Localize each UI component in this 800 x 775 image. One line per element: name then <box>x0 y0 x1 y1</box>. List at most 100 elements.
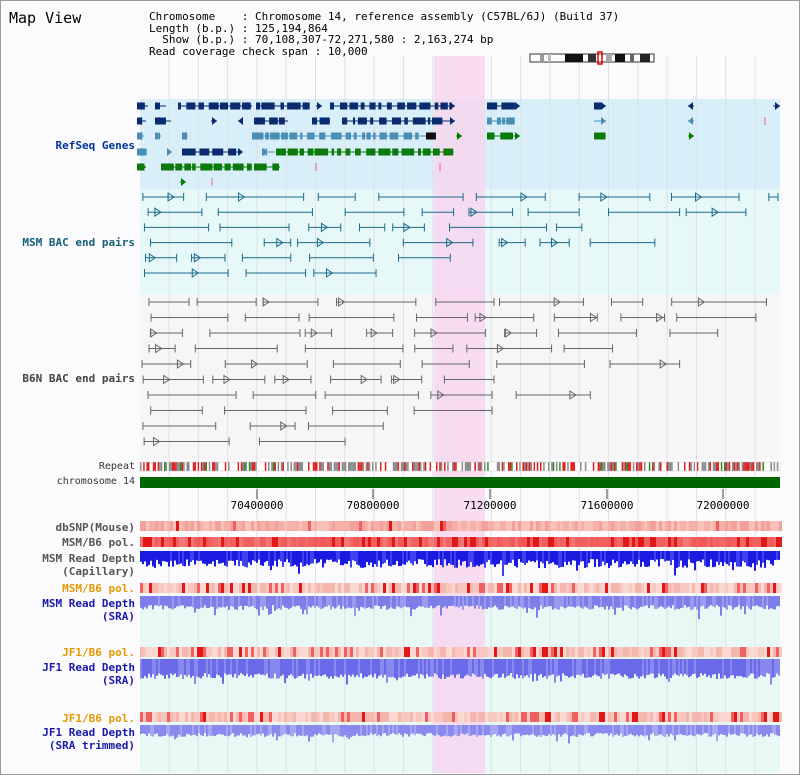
repeat-track-label[interactable]: Repeat <box>98 461 135 472</box>
bac-end-arrow <box>520 192 528 202</box>
heat-cell <box>206 583 209 593</box>
jf1-depth-sra-label[interactable]: JF1 Read Depth <box>42 661 135 674</box>
read-depth-bar <box>428 659 430 677</box>
msm-bac-track-label[interactable]: MSM BAC end pairs <box>22 236 135 249</box>
heat-cell <box>218 521 221 531</box>
read-depth-bar <box>206 725 208 737</box>
dbsnp-track-label[interactable]: dbSNP(Mouse) <box>55 521 135 534</box>
read-depth-bar <box>302 551 304 567</box>
heat-cell <box>740 583 743 593</box>
read-depth-bar <box>168 596 170 609</box>
read-depth-bar <box>550 596 552 607</box>
repeat-block <box>463 462 465 471</box>
read-depth-bar <box>594 725 596 735</box>
read-depth-bar <box>522 725 524 735</box>
read-depth-bar <box>158 659 160 674</box>
read-depth-bar <box>304 659 306 679</box>
read-depth-bar <box>586 725 588 734</box>
heat-cell <box>425 583 428 593</box>
heat-cell <box>191 521 194 531</box>
read-depth-bar <box>476 659 478 677</box>
read-depth-bar <box>548 659 550 676</box>
msm-depth-cap-label[interactable]: MSM Read Depth <box>42 552 135 565</box>
read-depth-bar <box>774 725 776 735</box>
msm-b6-pol-label[interactable]: MSM/B6 pol. <box>62 536 135 549</box>
read-depth-bar <box>490 551 492 565</box>
heat-cell <box>374 521 377 531</box>
repeat-block <box>413 462 416 471</box>
heat-cell <box>314 521 317 531</box>
heat-cell <box>320 712 323 722</box>
heat-cell <box>146 537 149 547</box>
repeat-block <box>624 462 627 471</box>
read-depth-bar <box>726 551 728 565</box>
read-depth-bar <box>318 596 320 608</box>
repeat-block <box>226 462 228 471</box>
jf1-b6-pol-label[interactable]: JF1/B6 pol. <box>62 646 135 659</box>
read-depth-bar <box>532 659 534 682</box>
read-depth-bar <box>436 596 438 607</box>
heat-cell <box>737 712 740 722</box>
jf1-b6-pol-2-label[interactable]: JF1/B6 pol. <box>62 712 135 725</box>
msm-depth-sra-label[interactable]: MSM Read Depth <box>42 597 135 610</box>
heat-cell <box>527 521 530 531</box>
heat-cell <box>560 521 563 531</box>
read-depth-bar <box>608 725 610 736</box>
gene-arrow <box>141 163 146 171</box>
read-depth-bar <box>200 596 202 608</box>
read-depth-bar <box>368 551 370 566</box>
read-depth-bar <box>760 551 762 568</box>
read-depth-bar <box>428 596 430 608</box>
repeat-block <box>444 462 446 471</box>
repeat-block <box>655 462 657 471</box>
repeat-block <box>487 462 489 471</box>
heat-cell <box>776 647 779 657</box>
heat-cell <box>596 583 599 593</box>
heat-cell <box>779 712 782 722</box>
read-depth-bar <box>144 659 146 676</box>
read-depth-bar <box>632 551 634 565</box>
repeat-block <box>440 462 443 471</box>
read-depth-bar <box>244 596 246 606</box>
repeat-block <box>348 462 350 471</box>
heat-cell <box>596 521 599 531</box>
jf1-depth-trim-label[interactable]: JF1 Read Depth <box>42 726 135 739</box>
read-depth-bar <box>224 659 226 674</box>
read-depth-bar <box>408 551 410 561</box>
repeat-block <box>199 462 201 471</box>
heat-cell <box>569 537 572 547</box>
heat-cell <box>710 647 713 657</box>
read-depth-bar <box>166 596 168 607</box>
read-depth-bar <box>226 596 228 607</box>
read-depth-bar <box>398 725 400 734</box>
read-depth-bar <box>218 725 220 734</box>
refseq-track-label[interactable]: RefSeq Genes <box>55 139 135 152</box>
bac-end-arrow <box>360 374 369 385</box>
bac-end-arrow <box>223 374 231 385</box>
heat-cell <box>350 537 353 547</box>
heat-cell <box>422 647 425 657</box>
repeat-block <box>668 462 670 471</box>
heat-cell <box>521 583 524 593</box>
read-depth-bar <box>494 596 496 606</box>
read-depth-bar <box>264 596 266 607</box>
read-depth-bar <box>286 551 288 560</box>
read-depth-bar <box>218 551 220 564</box>
repeat-block <box>434 462 436 471</box>
gene-exon <box>192 163 196 171</box>
read-depth-bar <box>238 725 240 736</box>
b6n-bac-track-label[interactable]: B6N BAC end pairs <box>22 372 135 385</box>
heat-cell <box>461 521 464 531</box>
heat-cell <box>458 521 461 531</box>
gene-exon <box>232 163 244 171</box>
read-depth-bar <box>588 725 590 734</box>
msm-b6-pol-2-label[interactable]: MSM/B6 pol. <box>62 582 135 595</box>
read-depth-bar <box>390 551 392 567</box>
heat-cell <box>185 521 188 531</box>
read-depth-bar <box>532 725 534 735</box>
read-depth-bar <box>486 725 488 736</box>
heat-cell <box>266 583 269 593</box>
read-depth-bar <box>508 596 510 608</box>
read-depth-bar <box>724 659 726 676</box>
